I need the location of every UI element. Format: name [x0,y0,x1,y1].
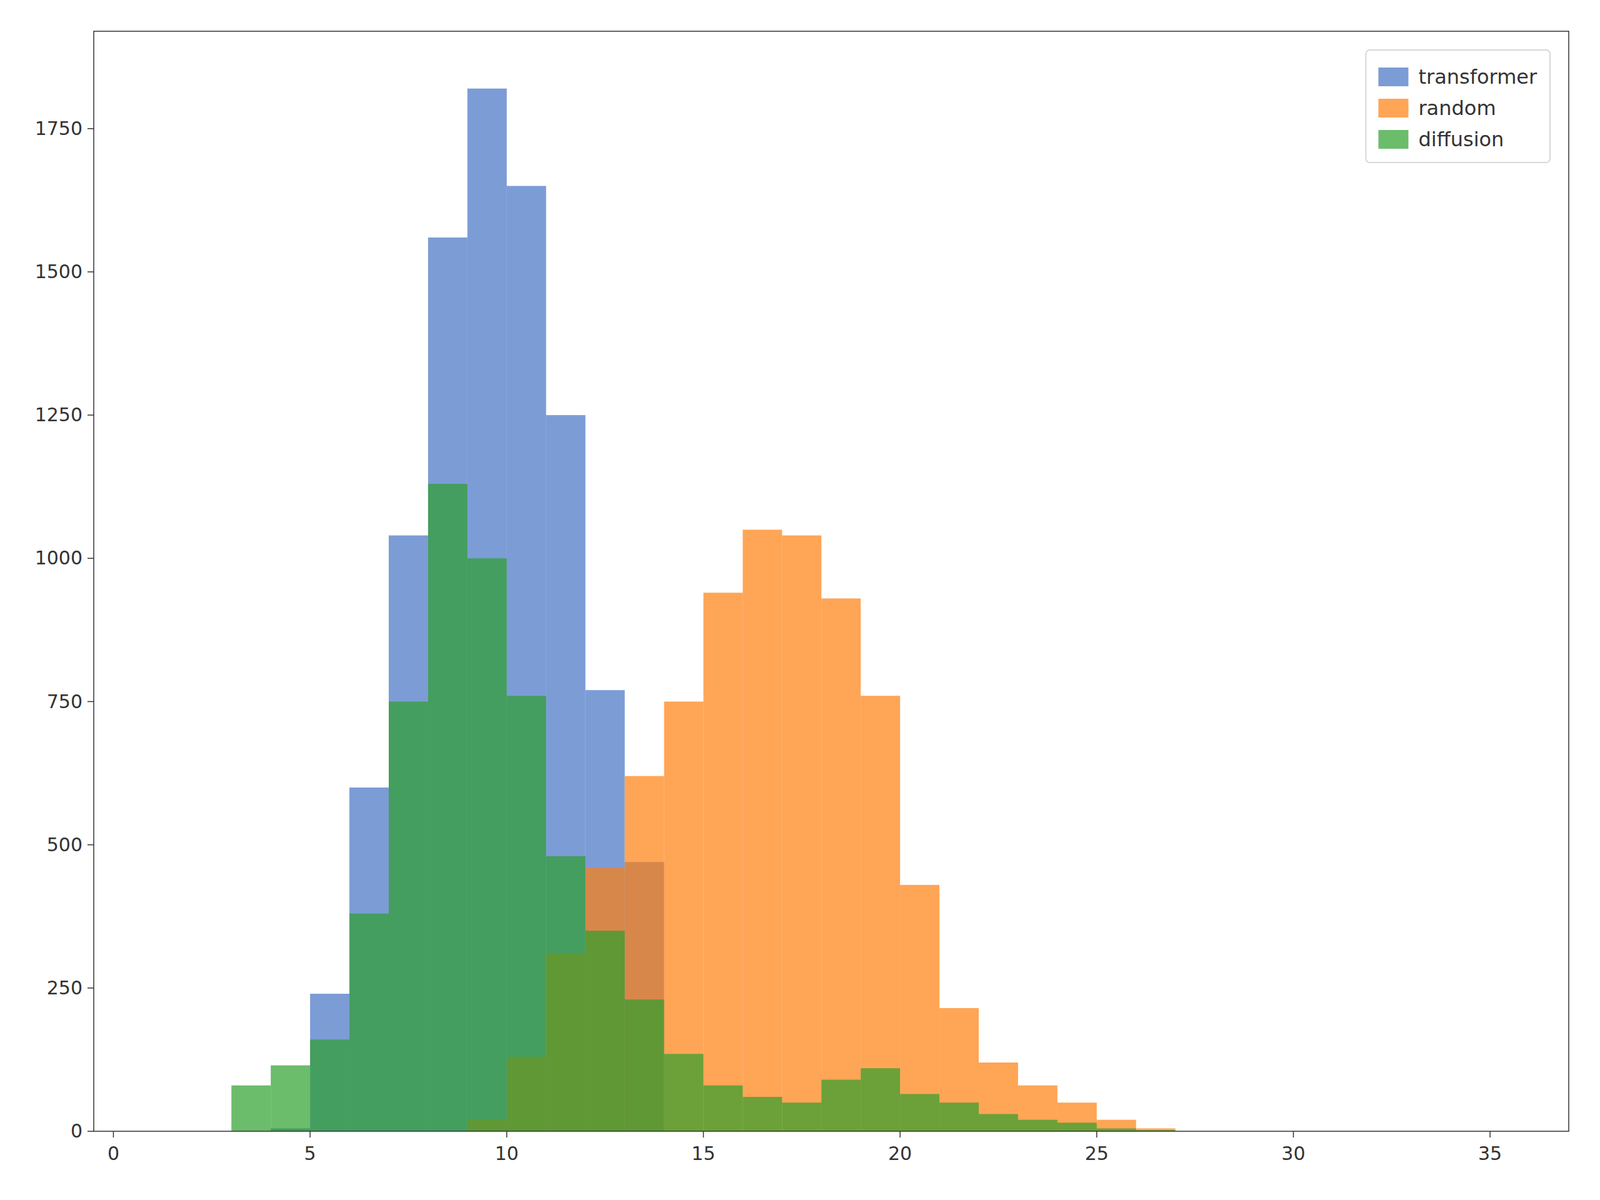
y-tick-label: 0 [70,1120,83,1142]
chart-container: 0 5 10 15 20 25 30 35 0 250 500 750 1000 1250 1500 1750… [0,0,1600,1200]
x-tick [703,1131,705,1138]
histogram-bar [506,186,547,1132]
histogram-bar [349,913,389,1132]
histogram-bar [231,1085,271,1132]
y-axis: 0 250 500 750 1000 1250 1500 1750 [35,117,94,1142]
histogram-bar [900,885,940,1132]
chart-svg: 0 5 10 15 20 25 30 35 0 250 500 750 1000 1250 1500 1750… [0,0,1600,1200]
x-tick-label: 25 [1085,1142,1109,1165]
histogram-bar [939,1008,979,1132]
histogram-bar [546,856,586,1132]
y-tick [87,271,94,273]
x-tick-label: 15 [691,1142,715,1165]
histogram-bar [742,530,782,1132]
series-bars [231,483,1175,1132]
x-tick-label: 20 [888,1142,912,1165]
histogram-bar [664,701,704,1132]
histogram-bar [546,415,586,1132]
y-tick-label: 750 [46,690,83,713]
histogram-bar [978,1062,1019,1132]
y-tick-label: 1000 [35,546,83,569]
y-tick-label: 500 [46,833,83,856]
legend-swatch [1378,98,1409,118]
legend-box [1365,50,1550,163]
histogram-bar [821,1080,861,1132]
y-tick [87,987,94,989]
y-tick-label: 250 [46,976,83,999]
y-tick [87,701,94,703]
histogram-bar [821,598,861,1132]
histogram-bar [428,483,468,1132]
histogram-bar [625,999,665,1132]
x-tick [1489,1131,1491,1138]
histogram-bar [1018,1120,1058,1132]
legend-swatch [1378,67,1409,87]
legend-label: diffusion [1418,127,1504,152]
series-bars [270,88,664,1132]
histogram-bar [1018,1085,1058,1132]
histogram-bar [664,1053,704,1132]
histogram-bar [703,592,743,1132]
histogram-bar [467,88,507,1132]
histogram-bar [270,1065,310,1132]
histogram-bar [310,993,350,1132]
x-tick-label: 10 [495,1142,519,1165]
histogram-bar [939,1102,979,1132]
histogram-bar [585,930,625,1132]
series-bars [467,530,1176,1132]
x-tick [1096,1131,1098,1138]
histogram-bar [310,1039,350,1132]
histogram-bar [703,1085,743,1132]
histogram-bar [860,695,900,1132]
x-tick [506,1131,508,1138]
legend-swatch [1378,130,1409,149]
x-tick-label: 5 [304,1142,317,1165]
y-tick-label: 1750 [35,117,83,140]
y-tick [87,844,94,846]
x-axis: 0 5 10 15 20 25 30 35 [107,1131,1502,1165]
histogram-bar [585,690,625,1132]
x-tick [899,1131,901,1138]
histogram-bar [388,701,429,1132]
histogram-bar [742,1096,782,1132]
histogram-bar [900,1093,940,1132]
x-tick-label: 30 [1281,1142,1305,1165]
histogram-bar [625,776,665,1132]
legend-label: random [1418,96,1496,120]
histogram-bar [781,535,822,1132]
bars [231,88,1175,1132]
histogram-bar [467,558,507,1132]
y-tick [87,128,94,130]
histogram-bar [428,237,468,1132]
plot-frame [93,31,1569,1132]
x-tick [1293,1131,1295,1138]
legend: transformer random diffusion [1365,50,1550,163]
histogram-bar [860,1068,900,1132]
histogram-bar [1057,1122,1097,1132]
histogram-bar [978,1114,1019,1132]
histogram-bar [349,787,389,1132]
histogram-bar [388,535,429,1132]
y-tick-label: 1250 [35,403,83,426]
histogram-bar [585,867,625,1132]
histogram-bar [1096,1120,1137,1132]
histogram-bar [506,695,547,1132]
histogram-bar [781,1102,822,1132]
x-tick-label: 0 [107,1142,120,1165]
x-tick [309,1131,311,1138]
y-tick [87,414,94,416]
y-tick [87,558,94,560]
y-tick-label: 1500 [35,260,83,283]
x-tick-label: 35 [1478,1142,1502,1165]
histogram-bar [1057,1102,1097,1132]
legend-label: transformer [1418,65,1538,89]
y-tick [87,1130,94,1132]
x-tick [113,1131,115,1138]
